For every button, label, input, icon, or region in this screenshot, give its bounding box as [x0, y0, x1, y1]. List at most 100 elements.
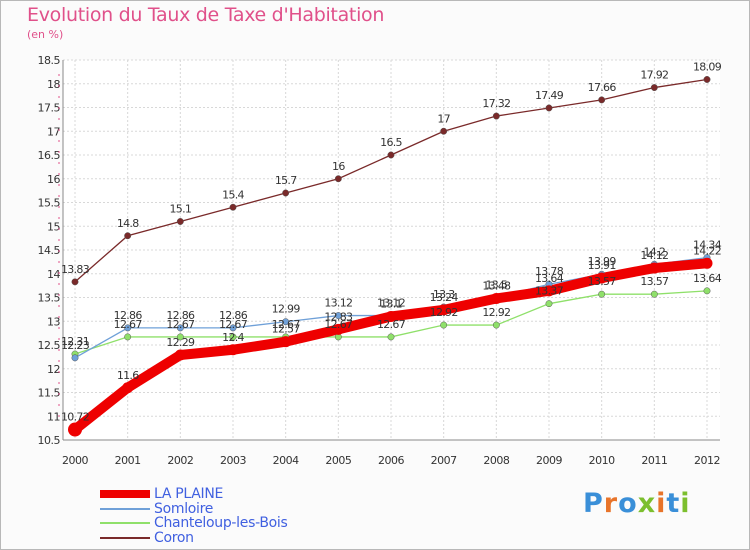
data-point: [334, 312, 342, 319]
data-label: 16: [332, 160, 345, 173]
logo-letter: o: [618, 488, 638, 519]
data-label: 13.64: [693, 272, 722, 285]
data-label: 12.29: [166, 336, 195, 349]
data-point: [492, 112, 500, 120]
data-point: [122, 382, 134, 394]
legend-item-coron: Coron: [100, 530, 194, 546]
data-label: 13.48: [482, 279, 511, 292]
data-label: 12.67: [377, 318, 406, 331]
data-label: 13.1: [380, 298, 402, 311]
logo-letter: i: [680, 488, 691, 519]
data-point: [332, 323, 344, 335]
y-tick-label: 12.5: [38, 339, 61, 352]
y-tick-label: 12: [47, 363, 60, 376]
data-point: [227, 344, 239, 356]
data-label: 12.92: [482, 306, 510, 319]
y-tick-label: 13.5: [38, 292, 61, 305]
data-point: [68, 422, 82, 437]
data-label: 12.86: [219, 309, 248, 322]
data-label: 13.24: [430, 291, 459, 304]
x-tick-label: 2008: [483, 454, 509, 467]
data-point: [545, 300, 553, 308]
y-tick-label: 18: [47, 78, 60, 91]
data-label: 13.12: [377, 297, 405, 310]
data-label: 14.22: [693, 244, 721, 257]
data-label: 13.57: [640, 275, 669, 288]
y-tick-label: 14.5: [38, 244, 61, 257]
x-tick-label: 2012: [694, 454, 720, 467]
y-tick-label: 18.5: [38, 54, 61, 67]
data-label: 13.37: [535, 285, 564, 298]
data-label: 13.3: [433, 288, 455, 301]
data-point: [701, 257, 713, 269]
proxiti-logo: Proxiti: [583, 488, 691, 519]
x-tick-label: 2004: [273, 454, 299, 467]
data-point: [176, 333, 184, 341]
data-point: [124, 324, 132, 332]
data-label: 13.5: [485, 279, 507, 292]
data-point: [71, 354, 79, 362]
data-label: 13.78: [535, 265, 564, 278]
logo-letter: P: [583, 488, 604, 519]
x-tick-label: 2011: [641, 454, 667, 467]
data-point: [334, 175, 342, 183]
data-label: 10.72: [61, 411, 89, 424]
x-tick-label: 2006: [378, 454, 404, 467]
data-point: [440, 127, 448, 135]
chart-subtitle: (en %): [27, 28, 64, 41]
data-label: 12.86: [114, 309, 143, 322]
data-point: [543, 285, 555, 297]
data-label: 14.34: [693, 239, 722, 252]
data-label: 12.67: [219, 318, 248, 331]
x-tick-label: 2010: [589, 454, 615, 467]
data-label: 12.67: [166, 318, 195, 331]
data-label: 12.92: [430, 306, 458, 319]
data-point: [124, 232, 132, 240]
data-point: [280, 336, 292, 348]
data-label: 13.83: [61, 263, 90, 276]
data-label: 18.09: [693, 60, 722, 73]
x-tick-label: 2003: [220, 454, 246, 467]
data-point: [648, 262, 660, 274]
data-point: [124, 333, 132, 341]
y-tick-label: 10.5: [38, 434, 61, 447]
data-label: 16.5: [380, 136, 402, 149]
legend-item-chanteloup: Chanteloup-les-Bois: [100, 515, 288, 531]
legend-label: Coron: [154, 530, 194, 546]
data-label: 17.32: [482, 97, 510, 110]
logo-letter: t: [666, 488, 681, 519]
data-point: [598, 290, 606, 298]
legend-swatch: [100, 508, 150, 510]
legend-label: Chanteloup-les-Bois: [154, 515, 288, 531]
data-point: [490, 292, 502, 304]
data-label: 14.8: [117, 217, 139, 230]
data-point: [385, 311, 397, 322]
data-point: [387, 151, 395, 159]
data-point: [176, 218, 184, 225]
data-point: [492, 321, 500, 329]
data-label: 17.92: [640, 69, 668, 82]
y-tick-label: 16.5: [38, 149, 61, 162]
legend-swatch: [100, 490, 150, 498]
legend-label: LA PLAINE: [154, 486, 224, 502]
data-point: [282, 318, 290, 326]
data-point: [174, 349, 186, 361]
logo-letter: r: [603, 488, 619, 519]
data-label: 15.7: [275, 174, 297, 187]
data-point: [71, 278, 79, 286]
legend-swatch: [100, 522, 150, 524]
data-point: [438, 304, 450, 316]
data-label: 13.12: [324, 297, 352, 310]
data-point: [596, 272, 608, 284]
data-label: 12.83: [324, 310, 353, 323]
y-tick-label: 16: [47, 173, 60, 186]
data-label: 13.99: [588, 255, 617, 268]
data-label: 12.57: [272, 323, 301, 336]
data-label: 14.2: [643, 245, 665, 258]
y-tick-label: 15.5: [38, 197, 61, 210]
data-point: [229, 324, 237, 332]
data-label: 12.4: [222, 331, 244, 344]
data-point: [703, 76, 711, 83]
data-point: [703, 287, 711, 295]
